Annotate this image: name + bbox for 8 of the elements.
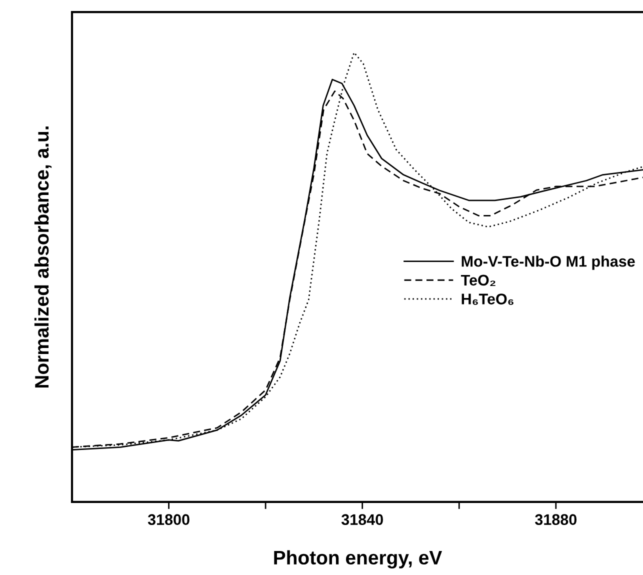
x-axis-title: Photon energy, eV bbox=[274, 550, 442, 568]
x-tick-label: 31800 bbox=[148, 514, 190, 526]
x-tick-label: 31880 bbox=[535, 514, 577, 526]
legend-label: H₆TeO₆ bbox=[462, 294, 514, 305]
x-tick-label: 31840 bbox=[341, 514, 383, 526]
legend-label: TeO₂ bbox=[460, 274, 496, 286]
y-axis-title: Normalized absorbance, a.u. bbox=[34, 126, 52, 388]
legend-label: Mo-V-Te-Nb-O M1 phase bbox=[462, 256, 635, 270]
